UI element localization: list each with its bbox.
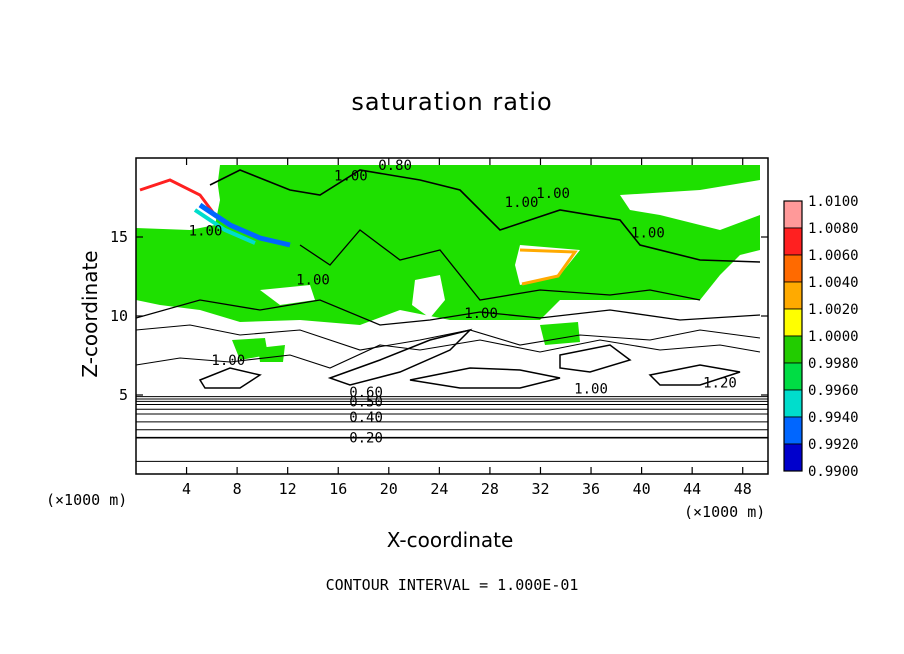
unsaturated-patch <box>260 285 315 305</box>
colorbar-swatch <box>783 335 803 364</box>
colorbar-swatch <box>783 227 803 256</box>
colorbar-swatch <box>783 389 803 418</box>
unsaturated-patch <box>700 250 760 300</box>
unsaturated-patch <box>515 245 580 285</box>
contour-line <box>209 169 761 263</box>
x-tick-label: 40 <box>633 480 651 498</box>
contour-line <box>198 367 262 389</box>
contour-line <box>409 367 561 389</box>
contour-label: 1.00 <box>296 273 330 289</box>
y-axis: 5 10 15 <box>110 228 768 404</box>
colorbar-label: 1.0020 <box>808 302 859 318</box>
colorbar-swatch <box>783 308 803 337</box>
contour-line <box>299 229 701 301</box>
contour-label: 0.40 <box>349 410 383 426</box>
chart-title: saturation ratio <box>351 88 553 116</box>
contour-line <box>136 299 761 326</box>
colorbar: 1.0100 1.0080 1.0060 1.0040 1.0020 1.0000 0.99… <box>783 194 859 480</box>
stable-contours <box>136 396 768 462</box>
colorbar-label: 0.9900 <box>808 464 859 480</box>
x-tick-label: 28 <box>481 480 499 498</box>
contour-label: 0.50 <box>349 394 383 410</box>
contour-label: 1.00 <box>574 382 608 398</box>
colorbar-label: 1.0000 <box>808 329 859 345</box>
unsaturated-patch <box>620 180 760 230</box>
colorbar-frame <box>783 200 803 472</box>
subsaturated-streak <box>193 208 256 245</box>
x-tick-label: 16 <box>329 480 347 498</box>
contour-label: 1.00 <box>334 168 368 184</box>
colorbar-swatch <box>783 362 803 391</box>
x-tick-label: 44 <box>683 480 701 498</box>
y-tick-label: 10 <box>110 307 128 325</box>
saturated-patch <box>540 322 580 345</box>
colorbar-swatch <box>783 416 803 445</box>
contour-label: 1.00 <box>631 225 665 241</box>
colorbar-label: 1.0080 <box>808 221 859 237</box>
contour-line <box>136 339 761 369</box>
subsaturated-streak <box>198 202 291 248</box>
contour-label: 1.00 <box>211 353 245 369</box>
y-tick-label: 15 <box>110 228 128 246</box>
contour-label: 1.00 <box>505 195 539 211</box>
contour-lines <box>136 169 768 462</box>
colorbar-label: 0.9920 <box>808 437 859 453</box>
saturated-region <box>136 165 760 325</box>
x-tick-label: 48 <box>734 480 752 498</box>
x-tick-label: 20 <box>380 480 398 498</box>
x-axis-label: X-coordinate <box>386 528 514 552</box>
colorbar-swatch <box>783 443 803 472</box>
contour-line <box>136 324 761 351</box>
x-tick-label: 36 <box>582 480 600 498</box>
contour-interval-note: CONTOUR INTERVAL = 1.000E-01 <box>325 576 579 594</box>
x-tick-label: 4 <box>182 480 191 498</box>
supersaturated-edge <box>519 248 578 286</box>
contour-label: 1.20 <box>703 375 737 391</box>
colorbar-label: 0.9960 <box>808 383 859 399</box>
x-tick-label: 8 <box>233 480 242 498</box>
x-unit-label-left: (×1000 m) <box>46 491 128 509</box>
contour-line <box>327 328 473 386</box>
colorbar-swatch <box>783 281 803 310</box>
colorbar-label: 0.9940 <box>808 410 859 426</box>
supersaturated-edge <box>139 178 217 216</box>
colorbar-label: 0.9980 <box>808 356 859 372</box>
colorbar-label: 1.0100 <box>808 194 859 210</box>
unsaturated-patch <box>412 275 445 318</box>
saturation-field <box>136 165 760 362</box>
x-tick-label: 32 <box>531 480 549 498</box>
colorbar-swatch <box>783 254 803 283</box>
contour-line <box>559 344 632 373</box>
colorbar-label: 1.0060 <box>808 248 859 264</box>
contour-label: 1.00 <box>536 186 570 202</box>
contour-labels: 0.801.001.001.001.00 1.001.001.001.001.00… <box>189 158 737 447</box>
x-tick-label: 24 <box>430 480 448 498</box>
contour-label: 1.00 <box>464 306 498 322</box>
contour-line <box>648 364 741 386</box>
y-tick-label: 5 <box>119 386 128 404</box>
contour-label: 0.20 <box>349 431 383 447</box>
x-axis: 4 8 12 16 20 24 28 32 36 40 44 48 <box>182 158 752 498</box>
contour-label: 1.00 <box>189 224 223 240</box>
x-tick-label: 12 <box>279 480 297 498</box>
colorbar-label: 1.0040 <box>808 275 859 291</box>
x-unit-label-right: (×1000 m) <box>684 503 766 521</box>
colorbar-swatch <box>783 200 803 229</box>
contour-label: 0.80 <box>378 158 412 174</box>
contour-label: 0.60 <box>349 385 383 401</box>
